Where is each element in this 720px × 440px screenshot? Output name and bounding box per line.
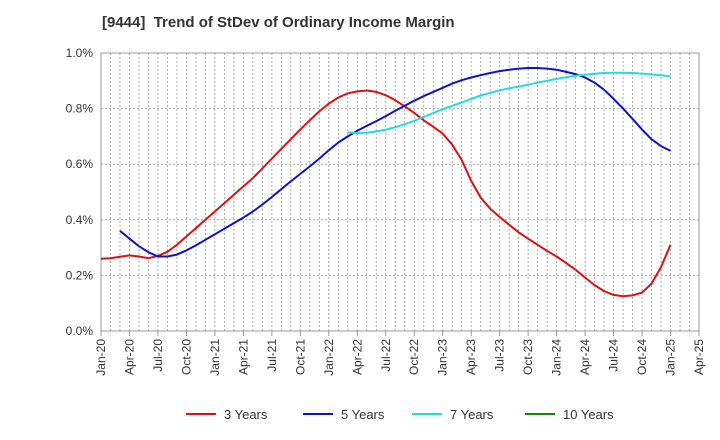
x-tick-label: Apr-23: [464, 339, 478, 375]
x-tick-label: Jul-24: [607, 339, 621, 372]
legend-label: 10 Years: [563, 407, 614, 422]
x-tick-label: Apr-24: [578, 339, 592, 375]
x-tick-label: Jan-23: [436, 339, 450, 376]
x-tick-label: Jul-22: [379, 339, 393, 372]
x-tick-label: Apr-20: [122, 339, 136, 375]
y-tick-label: 0.8%: [66, 102, 94, 116]
x-tick-label: Jul-23: [493, 339, 507, 372]
y-tick-label: 0.4%: [66, 213, 94, 227]
legend-label: 7 Years: [450, 407, 494, 422]
y-tick-label: 0.0%: [66, 324, 94, 338]
x-tick-label: Oct-21: [293, 339, 307, 375]
x-tick-label: Oct-24: [635, 339, 649, 375]
x-tick-label: Jul-20: [151, 339, 165, 372]
plot-area: [100, 52, 700, 332]
x-tick-label: Jan-24: [550, 339, 564, 376]
x-tick-label: Apr-22: [350, 339, 364, 375]
x-tick-label: Oct-20: [179, 339, 193, 375]
legend-label: 5 Years: [341, 407, 385, 422]
x-tick-label: Oct-23: [521, 339, 535, 375]
series-line: [347, 71, 671, 135]
x-tick-label: Jul-21: [265, 339, 279, 372]
x-tick-label: Oct-22: [407, 339, 421, 375]
y-tick-label: 0.6%: [66, 157, 94, 171]
series-line: [100, 89, 672, 298]
x-tick-label: Apr-25: [692, 339, 706, 375]
y-axis: 0.0% 0.2% 0.4% 0.6% 0.8% 1.0%: [66, 46, 94, 338]
legend: 3 Years 5 Years 7 Years 10 Years: [186, 407, 614, 422]
y-tick-label: 1.0%: [66, 46, 94, 60]
plot-frame: [100, 52, 700, 332]
x-tick-label: Jan-21: [208, 339, 222, 376]
x-tick-label: Jan-22: [322, 339, 336, 376]
legend-label: 3 Years: [224, 407, 268, 422]
chart-title: [9444] Trend of StDev of Ordinary Income…: [102, 14, 455, 31]
y-tick-label: 0.2%: [66, 268, 94, 282]
x-tick-label: Apr-21: [236, 339, 250, 375]
x-tick-label: Jan-25: [664, 339, 678, 376]
x-axis: Jan-20 Apr-20 Jul-20 Oct-20 Jan-21 Apr-21 Jul-…: [94, 331, 706, 376]
x-tick-label: Jan-20: [94, 339, 108, 376]
series-lines: [100, 67, 672, 298]
